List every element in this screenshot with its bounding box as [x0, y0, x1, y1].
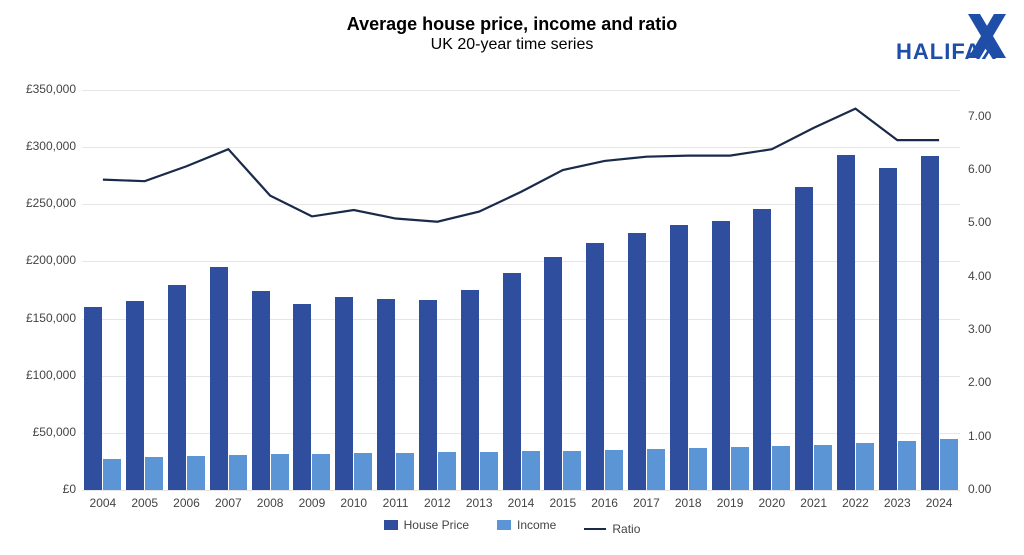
- x-tick: 2015: [549, 496, 576, 510]
- x-tick: 2006: [173, 496, 200, 510]
- x-tick: 2024: [926, 496, 953, 510]
- chart-title: Average house price, income and ratio: [0, 14, 1024, 35]
- x-tick: 2007: [215, 496, 242, 510]
- y-left-tick: £150,000: [6, 311, 76, 325]
- y-left-tick: £0: [6, 482, 76, 496]
- legend-item-income: Income: [497, 518, 556, 532]
- x-tick: 2012: [424, 496, 451, 510]
- ratio-line: [103, 109, 939, 222]
- legend-item-house_price: House Price: [384, 518, 469, 532]
- x-tick: 2023: [884, 496, 911, 510]
- legend-label: House Price: [404, 518, 469, 532]
- legend-swatch: [384, 520, 398, 530]
- y-left-tick: £50,000: [6, 425, 76, 439]
- y-right-tick: 7.00: [968, 109, 991, 123]
- halifax-logo: HALIFAX: [896, 14, 1006, 65]
- y-right-tick: 0.00: [968, 482, 991, 496]
- x-tick: 2022: [842, 496, 869, 510]
- legend-swatch: [497, 520, 511, 530]
- legend: House Price Income Ratio: [0, 518, 1024, 536]
- y-left-tick: £300,000: [6, 139, 76, 153]
- x-tick: 2016: [591, 496, 618, 510]
- x-tick: 2010: [340, 496, 367, 510]
- legend-label: Income: [517, 518, 556, 532]
- y-right-tick: 5.00: [968, 215, 991, 229]
- halifax-wordmark: HALIFAX: [896, 39, 1006, 65]
- x-tick: 2014: [508, 496, 535, 510]
- ratio-line-layer: [82, 90, 960, 490]
- x-tick: 2018: [675, 496, 702, 510]
- y-right-tick: 3.00: [968, 322, 991, 336]
- x-tick: 2005: [131, 496, 158, 510]
- x-tick: 2021: [800, 496, 827, 510]
- chart-container: Average house price, income and ratio UK…: [0, 0, 1024, 555]
- x-tick: 2011: [383, 496, 409, 510]
- chart-subtitle: UK 20-year time series: [0, 36, 1024, 54]
- legend-item-ratio: Ratio: [584, 522, 640, 536]
- grid-line: [82, 490, 960, 491]
- x-tick: 2009: [299, 496, 326, 510]
- x-tick: 2013: [466, 496, 493, 510]
- y-right-tick: 1.00: [968, 429, 991, 443]
- plot-area: [82, 90, 960, 490]
- x-tick: 2004: [90, 496, 117, 510]
- y-right-tick: 4.00: [968, 269, 991, 283]
- y-left-tick: £350,000: [6, 82, 76, 96]
- y-left-tick: £250,000: [6, 196, 76, 210]
- legend-label: Ratio: [612, 522, 640, 536]
- y-left-tick: £200,000: [6, 253, 76, 267]
- x-tick: 2017: [633, 496, 660, 510]
- x-tick: 2020: [758, 496, 785, 510]
- legend-line-swatch: [584, 528, 606, 530]
- y-right-tick: 6.00: [968, 162, 991, 176]
- x-tick: 2019: [717, 496, 744, 510]
- x-tick: 2008: [257, 496, 284, 510]
- y-left-tick: £100,000: [6, 368, 76, 382]
- y-right-tick: 2.00: [968, 375, 991, 389]
